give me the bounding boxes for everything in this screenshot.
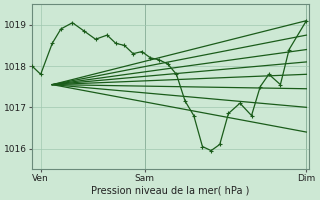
X-axis label: Pression niveau de la mer( hPa ): Pression niveau de la mer( hPa ): [92, 186, 250, 196]
